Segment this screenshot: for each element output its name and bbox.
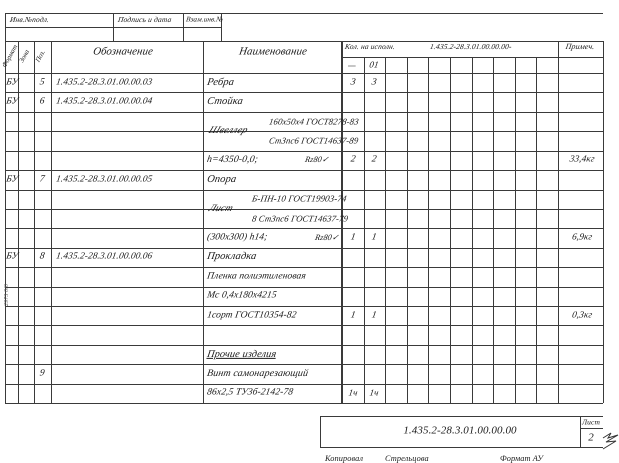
svg-text:Зона: Зона (18, 48, 31, 64)
svg-text:Формат: Формат (1, 44, 19, 69)
svg-text:Поз.: Поз. (34, 49, 47, 65)
